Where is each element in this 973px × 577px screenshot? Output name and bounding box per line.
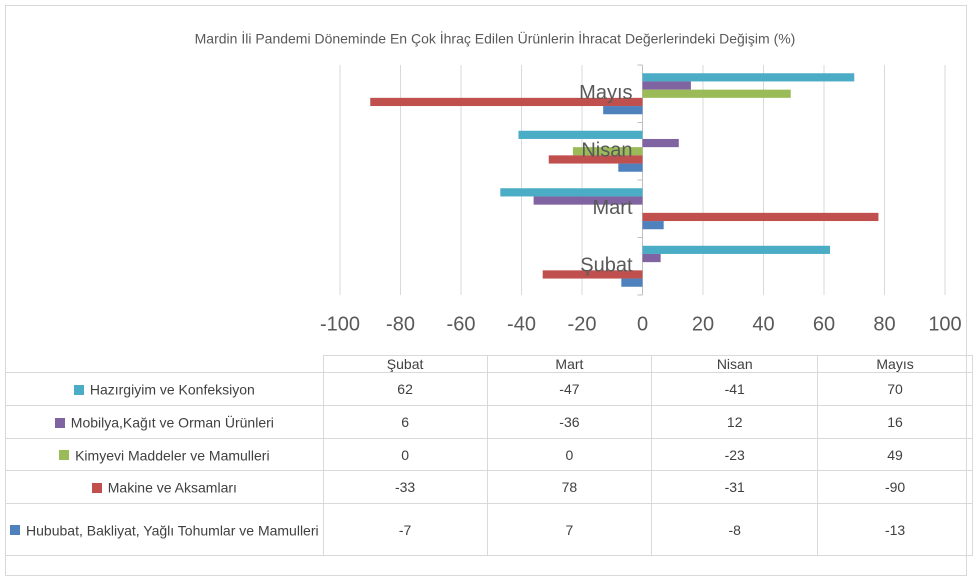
table-header: Nisan (651, 355, 819, 373)
chart-frame (5, 5, 967, 576)
table-value: 78 (486, 470, 653, 504)
legend-key (54, 417, 65, 428)
bar (542, 270, 643, 279)
table-value: 70 (817, 372, 973, 406)
x-tick-label: 100 (928, 313, 961, 335)
table-value: -23 (651, 438, 819, 471)
table-value: -7 (322, 503, 488, 556)
x-tick-label: -100 (320, 313, 360, 335)
table-value: 49 (817, 438, 973, 471)
bar (642, 245, 831, 254)
table-corner (6, 356, 324, 373)
bar (370, 97, 643, 107)
x-tick-label: -40 (507, 313, 536, 335)
bar (603, 106, 643, 115)
legend-cell: Kimyevi Maddeler ve Mamulleri (5, 438, 324, 471)
table-value: -90 (817, 470, 973, 504)
table-value: -8 (651, 503, 819, 556)
data-table: Şubat Mart Nisan Mayıs Hazırgiyim ve Konfeks… (5, 355, 973, 556)
category-label: Mayıs (579, 82, 632, 104)
legend-cell: Hazırgiyim ve Konfeksiyon (5, 372, 324, 406)
x-tick-label: -60 (447, 313, 476, 335)
table-value: -36 (486, 405, 653, 439)
legend-cell: Hububat, Bakliyat, Yağlı Tohumlar ve Mam… (5, 503, 324, 556)
table-row: Mobilya,Kağıt ve Orman Ürünleri 6 -36 12 16 (5, 405, 973, 439)
table-row: Hazırgiyim ve Konfeksiyon 62 -47 -41 70 (5, 372, 973, 406)
bar (533, 196, 643, 205)
table-value: -13 (817, 503, 973, 556)
table-value: 0 (486, 438, 653, 471)
category-label: Şubat (580, 255, 633, 277)
bar (642, 81, 691, 90)
legend-label: Kimyevi Maddeler ve Mamulleri (75, 447, 270, 464)
chart-title: Mardin İli Pandemi Döneminde En Çok İhra… (195, 30, 796, 47)
legend-key (91, 482, 102, 493)
bar (621, 278, 643, 287)
table-value: -33 (322, 470, 488, 504)
legend-label: Hububat, Bakliyat, Yağlı Tohumlar ve Mam… (26, 522, 319, 539)
bar (518, 130, 643, 139)
table-value: -31 (651, 470, 819, 504)
category-label: Mart (593, 197, 633, 219)
table-value: 6 (322, 405, 488, 439)
table-header: Mayıs (817, 355, 973, 373)
table-value: 0 (322, 438, 488, 471)
x-tick-label: -20 (568, 313, 597, 335)
table-header-row: Şubat Mart Nisan Mayıs (6, 355, 973, 373)
bar (642, 253, 661, 263)
table-row: Kimyevi Maddeler ve Mamulleri 0 0 -23 49 (5, 438, 973, 471)
table-value: 62 (322, 372, 488, 406)
legend-label: Hazırgiyim ve Konfeksiyon (89, 381, 255, 398)
table-value: -47 (486, 372, 653, 406)
table-value: -41 (651, 372, 819, 406)
legend-key (10, 525, 21, 536)
x-tick-label: 40 (752, 313, 774, 335)
legend-cell: Mobilya,Kağıt ve Orman Ürünleri (5, 405, 324, 439)
legend-label: Makine ve Aksamları (107, 479, 237, 496)
table-value: 7 (486, 503, 653, 556)
category-label: Nisan (581, 140, 632, 162)
bar (572, 147, 643, 156)
bar (642, 212, 879, 222)
bar (642, 73, 855, 82)
bar (642, 221, 664, 230)
table-header: Mart (486, 355, 653, 373)
table-header: Şubat (322, 355, 488, 373)
table-value: 16 (817, 405, 973, 439)
table-row: Makine ve Aksamları -33 78 -31 -90 (5, 470, 973, 504)
bar (500, 188, 643, 197)
bar (642, 89, 791, 98)
bar (642, 138, 679, 148)
x-tick-label: -80 (386, 313, 415, 335)
chart: Mardin İli Pandemi Döneminde En Çok İhra… (195, 30, 962, 336)
table-value: 12 (651, 405, 819, 439)
x-tick-label: 0 (637, 313, 648, 335)
bar (548, 155, 643, 164)
x-tick-label: 60 (813, 313, 835, 335)
legend-key (73, 384, 84, 395)
legend-label: Mobilya,Kağıt ve Orman Ürünleri (70, 414, 274, 431)
table-row: Hububat, Bakliyat, Yağlı Tohumlar ve Mam… (5, 503, 973, 556)
x-tick-label: 80 (873, 313, 895, 335)
legend-cell: Makine ve Aksamları (5, 470, 324, 504)
x-tick-label: 20 (692, 313, 714, 335)
bar (618, 163, 643, 172)
legend-key (59, 450, 70, 461)
